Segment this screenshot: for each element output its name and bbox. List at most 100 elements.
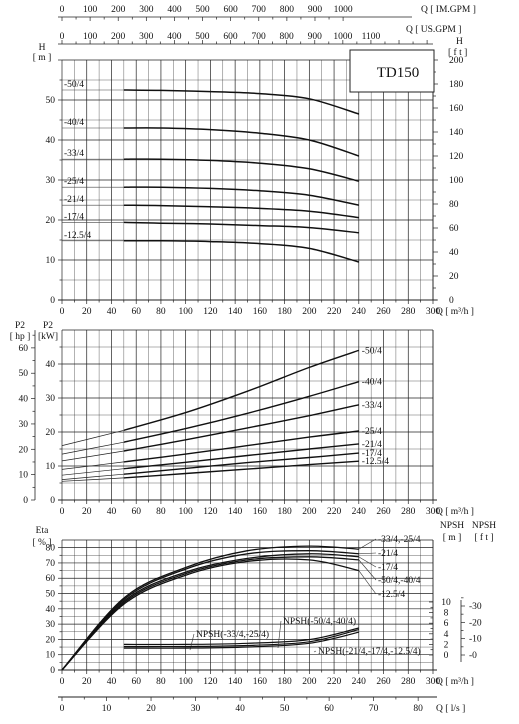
ls-tick-label: 40: [235, 704, 245, 714]
head-ft-tick-label: 140: [449, 128, 464, 138]
head-q-tick-label: 60: [131, 307, 141, 317]
eff-tick-label: 50: [46, 590, 56, 600]
power-q-tick-label: 260: [376, 507, 391, 517]
ls-tick-label: 30: [191, 704, 201, 714]
head-q-tick-label: 260: [376, 307, 391, 317]
us-gpm-tick-label: 1000: [333, 32, 352, 42]
eff-tick-label: 10: [46, 651, 56, 661]
ls-tick-label: 70: [369, 704, 379, 714]
us-gpm-tick-label: 700: [251, 32, 266, 42]
us-gpm-tick-label: 500: [195, 32, 210, 42]
eff-q-tick-label: 100: [179, 677, 194, 687]
eff-q-tick-label: 160: [253, 677, 268, 687]
im-gpm-tick-label: 1000: [334, 5, 353, 15]
us-gpm-axis-label: Q [ US.GPM ]: [406, 25, 461, 35]
us-gpm-tick-label: 1100: [362, 32, 381, 42]
eff-q-tick-label: 0: [60, 677, 65, 687]
power-series-label: -25/4: [362, 427, 382, 437]
head-curve: [123, 89, 360, 115]
npsh-leader-line: [189, 633, 195, 651]
eff-q-tick-label: 220: [327, 677, 342, 687]
power-q-tick-label: 0: [60, 507, 65, 517]
head-q-tick-label: 140: [228, 307, 243, 317]
power-q-tick-label: 80: [156, 507, 166, 517]
head-ft-tick-label: 80: [449, 200, 459, 210]
efficiency-curve: [61, 558, 359, 671]
ls-tick-label: 20: [146, 704, 156, 714]
power-q-tick-label: 120: [203, 507, 218, 517]
im-gpm-tick-label: 200: [111, 5, 126, 15]
power-series-label: -12.5/4: [362, 457, 389, 467]
efficiency-leader-line: [358, 538, 377, 550]
npsh-ft-tick-label: -0: [469, 651, 477, 661]
head-ft-tick-label: 20: [449, 272, 459, 282]
head-q-tick-label: 0: [60, 307, 65, 317]
head-left-axis-unit: [ m ]: [33, 53, 51, 63]
ls-tick-label: 60: [324, 704, 334, 714]
eff-q-tick-label: 120: [203, 677, 218, 687]
power-curve: [123, 381, 359, 443]
efficiency-leader-line: [358, 552, 377, 555]
im-gpm-axis-label: Q [ IM.GPM ]: [421, 5, 476, 15]
power-hp-tick-label: 50: [19, 369, 29, 379]
power-kw-tick-label: 10: [46, 462, 56, 472]
power-hp-tick-label: 20: [19, 445, 29, 455]
power-q-tick-label: 40: [107, 507, 117, 517]
efficiency-leader-line: [358, 559, 377, 581]
npsh-curve: [123, 629, 359, 648]
head-series-label: -50/4: [64, 80, 84, 90]
head-q-tick-label: 220: [327, 307, 342, 317]
ls-tick-label: 10: [102, 704, 112, 714]
head-m-tick-label: 30: [46, 176, 56, 186]
power-hp-tick-label: 10: [19, 471, 29, 481]
eff-tick-label: 80: [46, 544, 56, 554]
im-gpm-tick-label: 700: [252, 5, 267, 15]
npsh-m-axis-unit: [ m ]: [443, 533, 461, 543]
npsh-m-tick-label: 10: [441, 598, 451, 608]
power-kw-tick-label: 30: [46, 394, 56, 404]
head-m-tick-label: 50: [46, 96, 56, 106]
power-series-label: -17/4: [362, 449, 382, 459]
efficiency-series-label: -17/4: [378, 563, 398, 573]
power-series-label: -50/4: [362, 346, 382, 356]
head-ft-tick-label: 200: [449, 56, 464, 66]
head-series-label: -21/4: [64, 195, 84, 205]
power-curve: [123, 460, 359, 479]
efficiency-curve: [61, 550, 359, 671]
ls-axis-label: Q [ l/s ]: [436, 704, 465, 714]
im-gpm-tick-label: 100: [83, 5, 98, 15]
power-hp-axis-unit: [ hp ]: [10, 332, 31, 342]
model-label: TD150: [377, 65, 420, 81]
eff-q-tick-label: 300: [426, 677, 441, 687]
power-kw-tick-label: 20: [46, 428, 56, 438]
power-curve-extension: [61, 468, 124, 476]
efficiency-leader-line: [358, 556, 377, 568]
power-q-tick-label: 140: [228, 507, 243, 517]
eff-q-tick-label: 140: [228, 677, 243, 687]
power-q-tick-label: 240: [352, 507, 367, 517]
eff-q-axis-label: Q [ m³/h ]: [436, 677, 474, 687]
power-q-tick-label: 180: [277, 507, 292, 517]
power-curve: [123, 452, 359, 475]
power-curve-extension: [61, 441, 124, 455]
power-kw-tick-label: 0: [50, 496, 55, 506]
eff-q-tick-label: 40: [107, 677, 117, 687]
npsh-ft-axis-label: NPSH: [472, 521, 496, 531]
power-kw-axis-unit: [kW]: [38, 332, 58, 342]
power-series-label: -21/4: [362, 440, 382, 450]
npsh-ft-tick-label: -10: [469, 635, 482, 645]
npsh-m-tick-label: 4: [444, 630, 449, 640]
head-ft-tick-label: 180: [449, 80, 464, 90]
head-curve: [123, 158, 359, 182]
head-ft-tick-label: 0: [449, 296, 454, 306]
power-kw-axis-label: P2: [43, 321, 53, 331]
npsh-curve: [123, 627, 359, 646]
head-m-tick-label: 0: [50, 296, 55, 306]
eff-axis-label: Eta: [36, 526, 49, 536]
power-q-tick-label: 160: [253, 507, 268, 517]
power-hp-tick-label: 40: [19, 395, 29, 405]
eff-q-tick-label: 240: [352, 677, 367, 687]
efficiency-npsh-chart: 0 20 40 60 80 100 120 140 160 180 200 220 240 260 280 3…: [33, 521, 497, 714]
head-q-tick-label: 280: [401, 307, 416, 317]
